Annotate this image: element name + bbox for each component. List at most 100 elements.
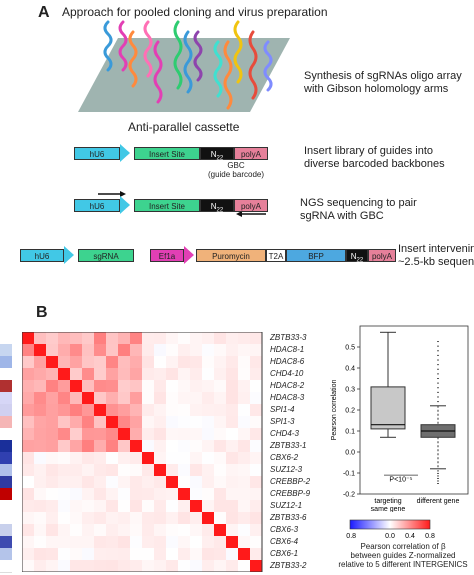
heatmap-cell (34, 404, 47, 417)
heatmap-cell (130, 524, 143, 537)
heatmap-cell (46, 488, 59, 501)
heatmap-cell (106, 560, 119, 572)
heatmap-cell (142, 344, 155, 357)
heatmap-cell (22, 428, 35, 441)
heatmap-cell (58, 476, 71, 489)
heatmap-cell (130, 464, 143, 477)
heatmap-cell (238, 560, 251, 572)
hu6-arrow-icon (120, 144, 130, 162)
heatmap-row-label: ZBTB33-3 (270, 333, 307, 342)
hu6-arrow-icon (120, 196, 130, 214)
heatmap-cell (238, 332, 251, 345)
heatmap-cell (226, 500, 239, 513)
heatmap-cell (250, 392, 263, 405)
x-category-label: different gene (417, 498, 460, 505)
heatmap-cell (118, 488, 131, 501)
heatmap-row-label: HDAC8-6 (270, 357, 305, 366)
heatmap-cell (202, 428, 215, 441)
heatmap-cell (118, 524, 131, 537)
heatmap-cell (70, 488, 83, 501)
heatmap-cell (190, 560, 203, 572)
heatmap-cell (190, 476, 203, 489)
x-category-label: targeting same gene (371, 498, 406, 512)
heatmap-cell (142, 524, 155, 537)
colorbar-tick-label: -0.8 (346, 533, 356, 540)
heatmap-cell (94, 560, 107, 572)
heatmap-cell (190, 356, 203, 369)
heatmap-cell (82, 416, 95, 429)
heatmap-cell (94, 332, 107, 345)
heatmap-cell (178, 332, 191, 345)
heatmap-cell (34, 512, 47, 525)
heatmap-cell (58, 524, 71, 537)
heatmap-cell (226, 512, 239, 525)
heatmap-cell (214, 356, 227, 369)
heatmap-cell (154, 404, 167, 417)
heatmap-cell (130, 512, 143, 525)
heatmap-cell (190, 488, 203, 501)
heatmap-cell (118, 392, 131, 405)
heatmap-cell (250, 500, 263, 513)
heatmap-cell (106, 440, 119, 453)
heatmap-cell (82, 368, 95, 381)
heatmap-cell (82, 524, 95, 537)
heatmap-cell (238, 524, 251, 537)
heatmap-cell (238, 512, 251, 525)
heatmap-cell (118, 428, 131, 441)
heatmap-cell (22, 452, 35, 465)
heatmap-cell (94, 548, 107, 561)
heatmap-cell (226, 344, 239, 357)
heatmap-cell (142, 476, 155, 489)
heatmap-cell (202, 416, 215, 429)
heatmap-cell (166, 524, 179, 537)
heatmap-cell (214, 368, 227, 381)
insert-intervening-label: Insert intervening ~2.5-kb sequence (398, 243, 474, 268)
heatmap-cell (178, 368, 191, 381)
heatmap-cell (34, 500, 47, 513)
oligo-strand (103, 20, 113, 72)
heatmap-cell (154, 512, 167, 525)
primer-arrows (98, 191, 266, 217)
heatmap-cell (238, 392, 251, 405)
heatmap-cell (34, 380, 47, 393)
gbc-label: GBC (guide barcode) (207, 161, 265, 179)
heatmap-cell (226, 380, 239, 393)
polya-signal: polyA (234, 147, 268, 160)
heatmap-cell (250, 464, 263, 477)
heatmap-row-label: SUZ12-3 (270, 465, 303, 474)
heatmap-cell (214, 404, 227, 417)
heatmap-cell (154, 452, 167, 465)
heatmap-cell (214, 380, 227, 393)
heatmap-cell (226, 452, 239, 465)
heatmap-cell (58, 464, 71, 477)
heatmap-cell (250, 524, 263, 537)
oligo-array-illustration (78, 20, 290, 112)
heatmap-cell (70, 380, 83, 393)
heatmap-cell (238, 368, 251, 381)
heatmap-cell (46, 548, 59, 561)
heatmap-cell (166, 404, 179, 417)
y-tick-label: 0.0 (345, 450, 355, 457)
heatmap-cell (154, 440, 167, 453)
heatmap-cell (22, 488, 35, 501)
heatmap-cell (94, 512, 107, 525)
heatmap-cell (94, 428, 107, 441)
heatmap-cell (58, 416, 71, 429)
heatmap-cell (250, 368, 263, 381)
heatmap-row-label: SPI1-3 (270, 417, 295, 426)
ngs-label: NGS sequencing to pair sgRNA with GBC (300, 197, 417, 222)
heatmap-cell (130, 428, 143, 441)
heatmap-row-label: ZBTB33-1 (270, 441, 307, 450)
heatmap-cell (94, 536, 107, 549)
heatmap-cell (154, 428, 167, 441)
hu6-promoter: hU6 (74, 199, 120, 212)
heatmap-cell (58, 536, 71, 549)
heatmap-cell (238, 428, 251, 441)
heatmap-border (22, 332, 263, 572)
heatmap-cell (82, 500, 95, 513)
heatmap-cell (190, 416, 203, 429)
heatmap-cell (118, 440, 131, 453)
heatmap-cell (82, 356, 95, 369)
heatmap-row-label: ZBTB33-6 (270, 513, 307, 522)
heatmap-row-label: SPI1-4 (270, 405, 295, 414)
